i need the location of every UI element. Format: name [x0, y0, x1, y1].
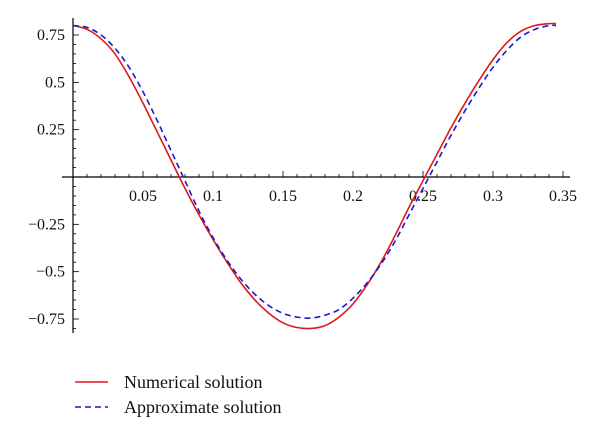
legend: Numerical solution Approximate solution	[75, 372, 281, 417]
legend-label-numerical: Numerical solution	[124, 372, 262, 392]
y-tick-label: −0.25	[28, 216, 65, 233]
x-tick-label: 0.1	[203, 188, 223, 205]
x-tick-label: 0.35	[549, 188, 577, 205]
x-tick-label: 0.15	[269, 188, 297, 205]
approximate-solution-line	[72, 24, 557, 319]
x-tick-label: 0.2	[343, 188, 363, 205]
y-tick-label: −0.75	[28, 311, 65, 328]
x-tick-label: 0.05	[129, 188, 157, 205]
y-tick-label: −0.5	[36, 264, 65, 281]
x-tick-label: 0.3	[483, 188, 503, 205]
y-tick-label: 0.5	[45, 74, 65, 91]
axes	[62, 18, 570, 333]
numerical-solution-line	[72, 22, 557, 330]
y-tick-label: 0.25	[37, 122, 65, 139]
x-tick-labels: 0.05 0.1 0.15 0.2 0.25 0.3 0.35	[129, 188, 577, 205]
legend-label-approximate: Approximate solution	[124, 397, 281, 417]
x-tick-label: 0.25	[409, 188, 437, 205]
series-lines	[72, 22, 557, 330]
y-tick-labels: 0.75 0.5 0.25 −0.25 −0.5 −0.75	[28, 27, 65, 328]
y-tick-label: 0.75	[37, 27, 65, 44]
